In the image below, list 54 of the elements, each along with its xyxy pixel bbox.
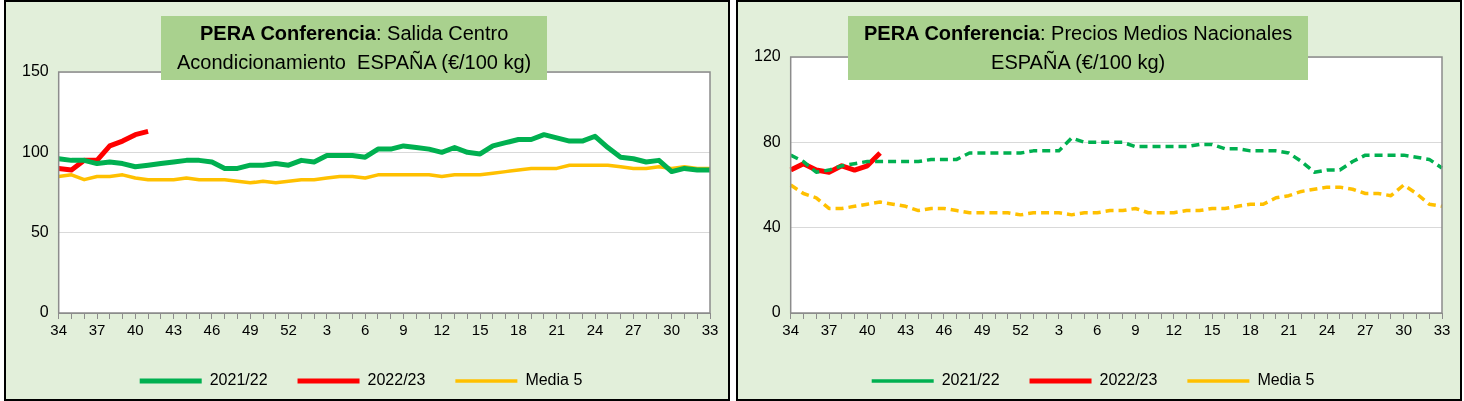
x-tick-label: 6 [1093,321,1102,339]
y-tick-label: 80 [762,132,781,150]
x-tick-label: 34 [782,321,800,339]
x-tick-label: 43 [165,321,182,339]
legend-label: 2022/23 [367,371,426,389]
x-tick-label: 52 [1012,321,1029,339]
x-tick-label: 3 [1054,321,1064,339]
x-tick-label: 24 [586,321,604,339]
x-tick-label: 9 [1131,321,1140,339]
x-tick-label: 18 [510,321,527,339]
x-tick-label: 15 [1203,321,1221,339]
x-tick-label: 52 [280,321,297,339]
x-tick-label: 49 [973,321,991,339]
y-tick-label: 40 [762,218,781,236]
x-tick-label: 33 [1433,321,1451,339]
legend-label: Media 5 [525,371,583,389]
x-tick-label: 40 [126,321,144,339]
x-tick-label: 6 [361,321,370,339]
x-tick-label: 40 [858,321,876,339]
x-tick-label: 12 [1165,321,1183,339]
x-tick-label: 33 [701,321,719,339]
y-tick-label: 50 [30,223,49,241]
legend-label: Media 5 [1257,371,1315,389]
x-tick-label: 37 [88,321,106,339]
y-tick-label: 150 [21,62,49,80]
x-tick-label: 21 [548,321,566,339]
legend-label: 2021/22 [941,371,1000,389]
x-tick-label: 46 [203,321,221,339]
chart-title: PERA Conferencia: Precios Medios Nacionales ESPAÑA (€/100 kg) [864,22,1293,73]
x-tick-label: 18 [1242,321,1259,339]
y-tick-label: 0 [39,303,49,321]
x-tick-label: 12 [433,321,451,339]
legend-label: 2022/23 [1099,371,1158,389]
x-tick-label: 24 [1318,321,1336,339]
x-tick-label: 27 [625,321,642,339]
x-tick-label: 46 [935,321,953,339]
x-tick-label: 3 [322,321,332,339]
line-series [788,183,1444,217]
chart-title: PERA Conferencia: Salida Centro Acondicionamiento ESPAÑA (€/100 kg) [177,22,532,73]
x-tick-label: 34 [50,321,68,339]
x-tick-label: 30 [663,321,681,339]
x-tick-label: 9 [399,321,408,339]
x-tick-label: 37 [820,321,838,339]
x-tick-label: 27 [1357,321,1374,339]
x-tick-label: 49 [241,321,259,339]
x-tick-label: 21 [1280,321,1298,339]
x-tick-label: 15 [471,321,489,339]
y-tick-label: 100 [21,142,49,160]
y-tick-label: 0 [771,303,781,321]
x-tick-label: 30 [1395,321,1413,339]
legend-label: 2021/22 [209,371,268,389]
x-tick-label: 43 [897,321,914,339]
line-series [788,136,1444,174]
y-tick-label: 120 [753,47,781,65]
